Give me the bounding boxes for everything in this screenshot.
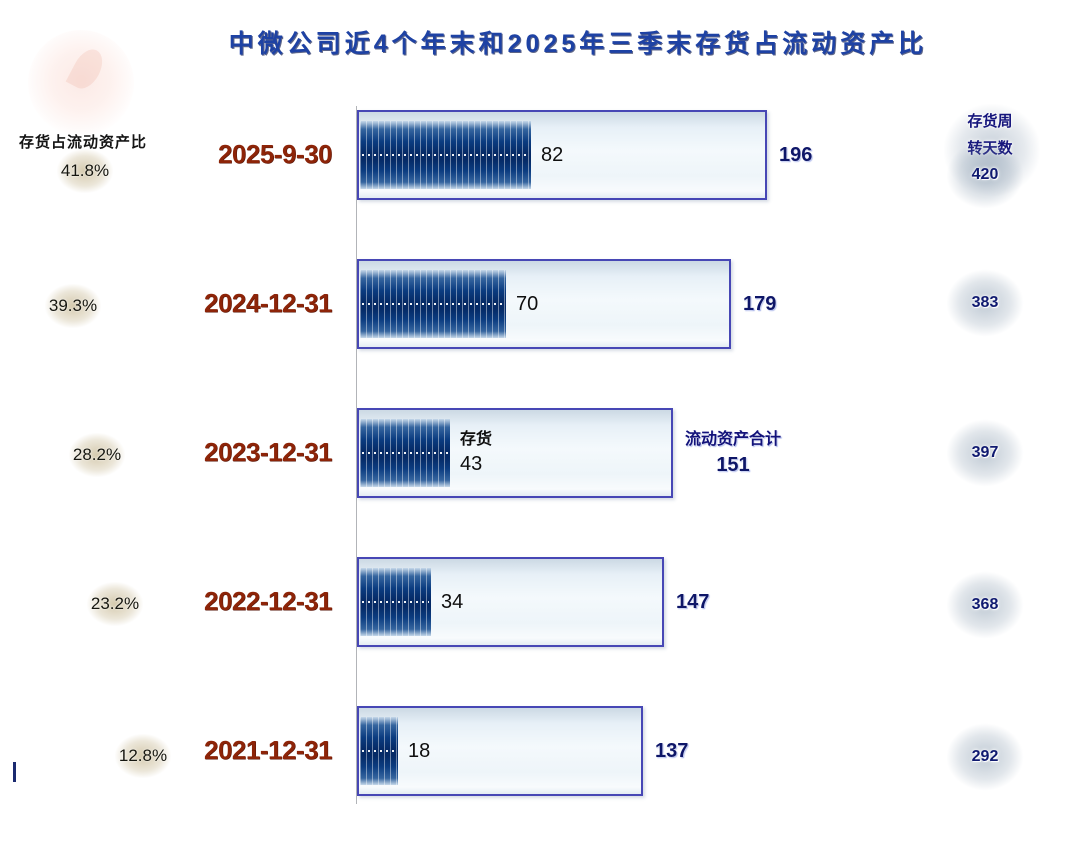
right-header-line1: 存货周 <box>967 113 1013 130</box>
category-label: 2021-12-31 <box>204 735 333 765</box>
ratio-label: 41.8% <box>50 156 120 186</box>
inventory-bar <box>360 419 450 487</box>
inventory-series-label: 存货 <box>460 431 493 448</box>
current-assets-bar <box>357 706 643 796</box>
chart-row-2024-12-31: 39.3% 2024-12-31 70 179 383 <box>0 259 1080 349</box>
inventory-value-label: 70 <box>516 293 539 315</box>
current-assets-bar <box>357 110 767 200</box>
current-assets-value-label: 流动资产合计 151 <box>685 428 781 478</box>
axis-tick-mark <box>13 762 16 782</box>
current-assets-value-label: 147 <box>676 591 710 613</box>
inventory-value-label: 18 <box>408 740 431 762</box>
ratio-label: 28.2% <box>62 440 132 470</box>
watermark-logo <box>28 30 134 136</box>
chart-row-2023-12-31: 28.2% 2023-12-31 存货 43 流动资产合计 151 397 <box>0 408 1080 498</box>
inventory-bar <box>360 121 531 189</box>
current-assets-value-label: 179 <box>743 293 777 315</box>
chart-row-2022-12-31: 23.2% 2022-12-31 34 147 368 <box>0 557 1080 647</box>
chart-title: 中微公司近4个年末和2025年三季末存货占流动资产比 <box>228 30 928 58</box>
turnover-days-badge: 383 <box>945 287 1025 319</box>
turnover-days-badge: 368 <box>945 589 1025 621</box>
inventory-value-label: 82 <box>541 144 564 166</box>
current-assets-bar <box>357 557 664 647</box>
ratio-label: 23.2% <box>80 589 150 619</box>
inventory-value-label: 34 <box>441 591 464 613</box>
current-assets-bar <box>357 408 673 498</box>
inventory-value-label: 存货 43 <box>460 431 493 475</box>
ratio-label: 12.8% <box>108 741 178 771</box>
left-axis-header: 存货占流动资产比 <box>18 134 147 151</box>
category-label: 2022-12-31 <box>204 586 333 616</box>
current-assets-value-label: 196 <box>779 144 813 166</box>
chart-row-2025-9-30: 41.8% 2025-9-30 82 196 420 <box>0 110 1080 200</box>
inventory-bar <box>360 270 506 338</box>
turnover-days-badge: 420 <box>945 159 1025 191</box>
category-label: 2023-12-31 <box>204 437 333 467</box>
current-assets-series-label: 流动资产合计 <box>685 431 782 448</box>
ratio-label: 39.3% <box>38 291 108 321</box>
chart-row-2021-12-31: 12.8% 2021-12-31 18 137 292 <box>0 706 1080 796</box>
current-assets-value-label: 137 <box>655 740 689 762</box>
turnover-days-badge: 292 <box>945 741 1025 773</box>
category-axis-line <box>356 106 357 804</box>
inventory-bar <box>360 568 431 636</box>
category-label: 2025-9-30 <box>217 139 333 169</box>
category-label: 2024-12-31 <box>204 288 333 318</box>
current-assets-bar <box>357 259 731 349</box>
turnover-days-badge: 397 <box>945 437 1025 469</box>
inventory-bar <box>360 717 398 785</box>
